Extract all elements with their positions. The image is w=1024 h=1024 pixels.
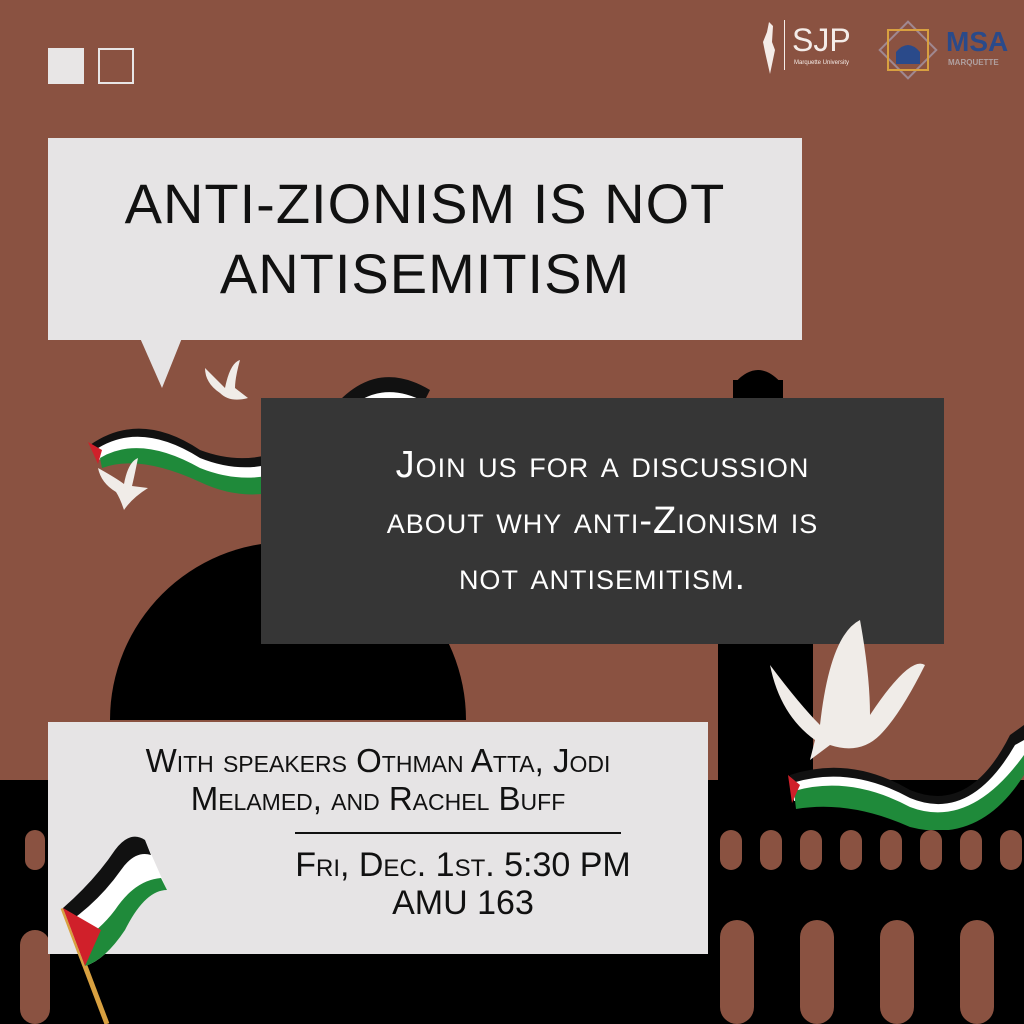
decor-square-filled	[48, 48, 84, 84]
dove-icon	[98, 458, 148, 510]
speakers-line1: With speakers Othman Atta, Jodi	[145, 742, 611, 779]
description-line1: Join us for a discussion	[395, 444, 810, 486]
msa-logo-subtitle: MARQUETTE	[948, 58, 999, 67]
sjp-logo-subtitle: Marquette University	[794, 60, 850, 66]
event-date-time: Fri, Dec. 1st. 5:30 PM	[295, 846, 631, 884]
logos: SJP Marquette University MSA MARQUETTE	[762, 20, 1022, 80]
headline-line2: ANTISEMITISM	[219, 242, 631, 305]
headline-bubble: ANTI-ZIONISM IS NOT ANTISEMITISM	[48, 138, 802, 340]
speakers-line2: Melamed, and Rachel Buff	[190, 780, 566, 817]
description-panel: Join us for a discussion about why anti-…	[261, 398, 944, 644]
palestine-map-icon	[763, 22, 775, 74]
mosque-star-icon	[878, 20, 938, 80]
palestinian-flag-icon	[60, 836, 167, 1024]
msa-logo-text: MSA	[946, 26, 1009, 57]
description-line2: about why anti-Zionism is	[386, 500, 819, 542]
dove-icon	[770, 620, 1024, 830]
decor-square-outline	[98, 48, 134, 84]
event-location: AMU 163	[392, 884, 534, 922]
dove-icon	[205, 360, 248, 400]
speech-bubble-tail	[140, 338, 182, 388]
divider	[295, 832, 621, 834]
headline-line1: ANTI-ZIONISM IS NOT	[124, 172, 726, 235]
description-line3: not antisemitism.	[458, 556, 747, 598]
sjp-logo-text: SJP	[792, 22, 851, 58]
event-info-panel: With speakers Othman Atta, Jodi Melamed,…	[48, 722, 708, 954]
